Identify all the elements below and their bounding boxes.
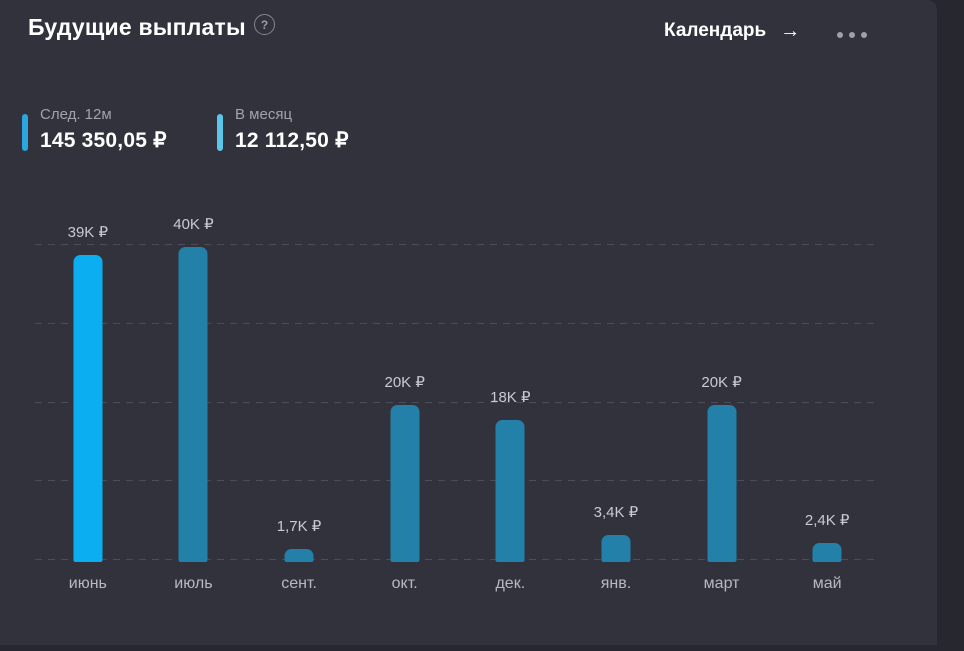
bar-март[interactable]: [707, 404, 737, 562]
x-axis-label: июль: [174, 575, 213, 592]
stat-value: 12 112,50 ₽: [235, 129, 349, 152]
stat-next-12m: След. 12м 145 350,05 ₽: [22, 106, 167, 153]
bar-янв.[interactable]: [601, 535, 631, 562]
help-icon[interactable]: ?: [254, 14, 275, 35]
gridline: [35, 559, 880, 560]
bar-июнь[interactable]: [73, 254, 103, 562]
calendar-link-label: Календарь: [664, 20, 767, 41]
x-axis-label: июнь: [68, 575, 107, 592]
stat-value: 145 350,05 ₽: [40, 129, 167, 152]
bar-value-label: 1,7K ₽: [276, 517, 322, 535]
x-axis-label: дек.: [495, 575, 526, 592]
stat-label: След. 12м: [40, 106, 112, 123]
bar-value-label: 2,4K ₽: [804, 512, 850, 530]
page-title: Будущие выплаты: [28, 14, 246, 40]
gridline: [35, 401, 880, 403]
dot-icon: [861, 32, 867, 38]
x-axis-label: март: [703, 575, 740, 592]
dot-icon: [849, 32, 855, 38]
bar-slot: 18K ₽ дек.: [458, 244, 564, 592]
bar-окт.[interactable]: [390, 404, 420, 562]
bar-slot: 1,7K ₽ сент.: [246, 244, 352, 592]
bar-slot: 39K ₽ июнь: [35, 224, 141, 592]
calendar-link[interactable]: Календарь →: [664, 20, 800, 42]
bar-slot: 2,4K ₽ май: [774, 244, 880, 592]
x-axis-label: сент.: [281, 575, 317, 592]
bar-value-label: 20K ₽: [384, 373, 425, 391]
bar-slot: 40K ₽ июль: [141, 216, 247, 592]
arrow-right-icon: →: [780, 20, 801, 42]
stat-label: В месяц: [235, 106, 293, 123]
bar-slot: 20K ₽ март: [669, 244, 775, 593]
bar-slot: 3,4K ₽ янв.: [563, 244, 669, 592]
stat-tick-per-month: [217, 114, 223, 151]
bars-container: 39K ₽ июнь 40K ₽ июль 1,7K ₽ сент. 20K ₽ окт. 18…: [35, 216, 880, 593]
bar-май[interactable]: [812, 543, 842, 562]
bar-value-label: 39K ₽: [67, 223, 109, 241]
gridline: [35, 480, 880, 482]
x-axis-label: май: [812, 575, 842, 592]
more-menu-button[interactable]: [833, 28, 871, 42]
bar-value-label: 20K ₽: [701, 373, 742, 391]
question-mark-glyph: ?: [260, 17, 269, 32]
bar-slot: 20K ₽ окт.: [352, 244, 458, 593]
stat-per-month: В месяц 12 112,50 ₽: [217, 106, 349, 153]
bar-дек.[interactable]: [495, 420, 525, 562]
bar-value-label: 3,4K ₽: [593, 504, 639, 522]
dot-icon: [837, 32, 843, 38]
bar-сент.[interactable]: [284, 548, 314, 562]
x-axis-label: янв.: [600, 575, 632, 592]
stat-tick-next-12m: [22, 114, 28, 151]
future-payments-card: Будущие выплаты ? Календарь → След. 12м …: [0, 0, 937, 645]
x-axis-label: окт.: [391, 575, 418, 592]
gridline: [35, 244, 880, 245]
bar-июль[interactable]: [178, 247, 208, 562]
bar-value-label: 40K ₽: [173, 216, 214, 233]
bar-value-label: 18K ₽: [490, 389, 531, 407]
bar-chart: 39K ₽ июнь 40K ₽ июль 1,7K ₽ сент. 20K ₽ окт. 18…: [35, 216, 880, 593]
gridline: [35, 322, 880, 324]
